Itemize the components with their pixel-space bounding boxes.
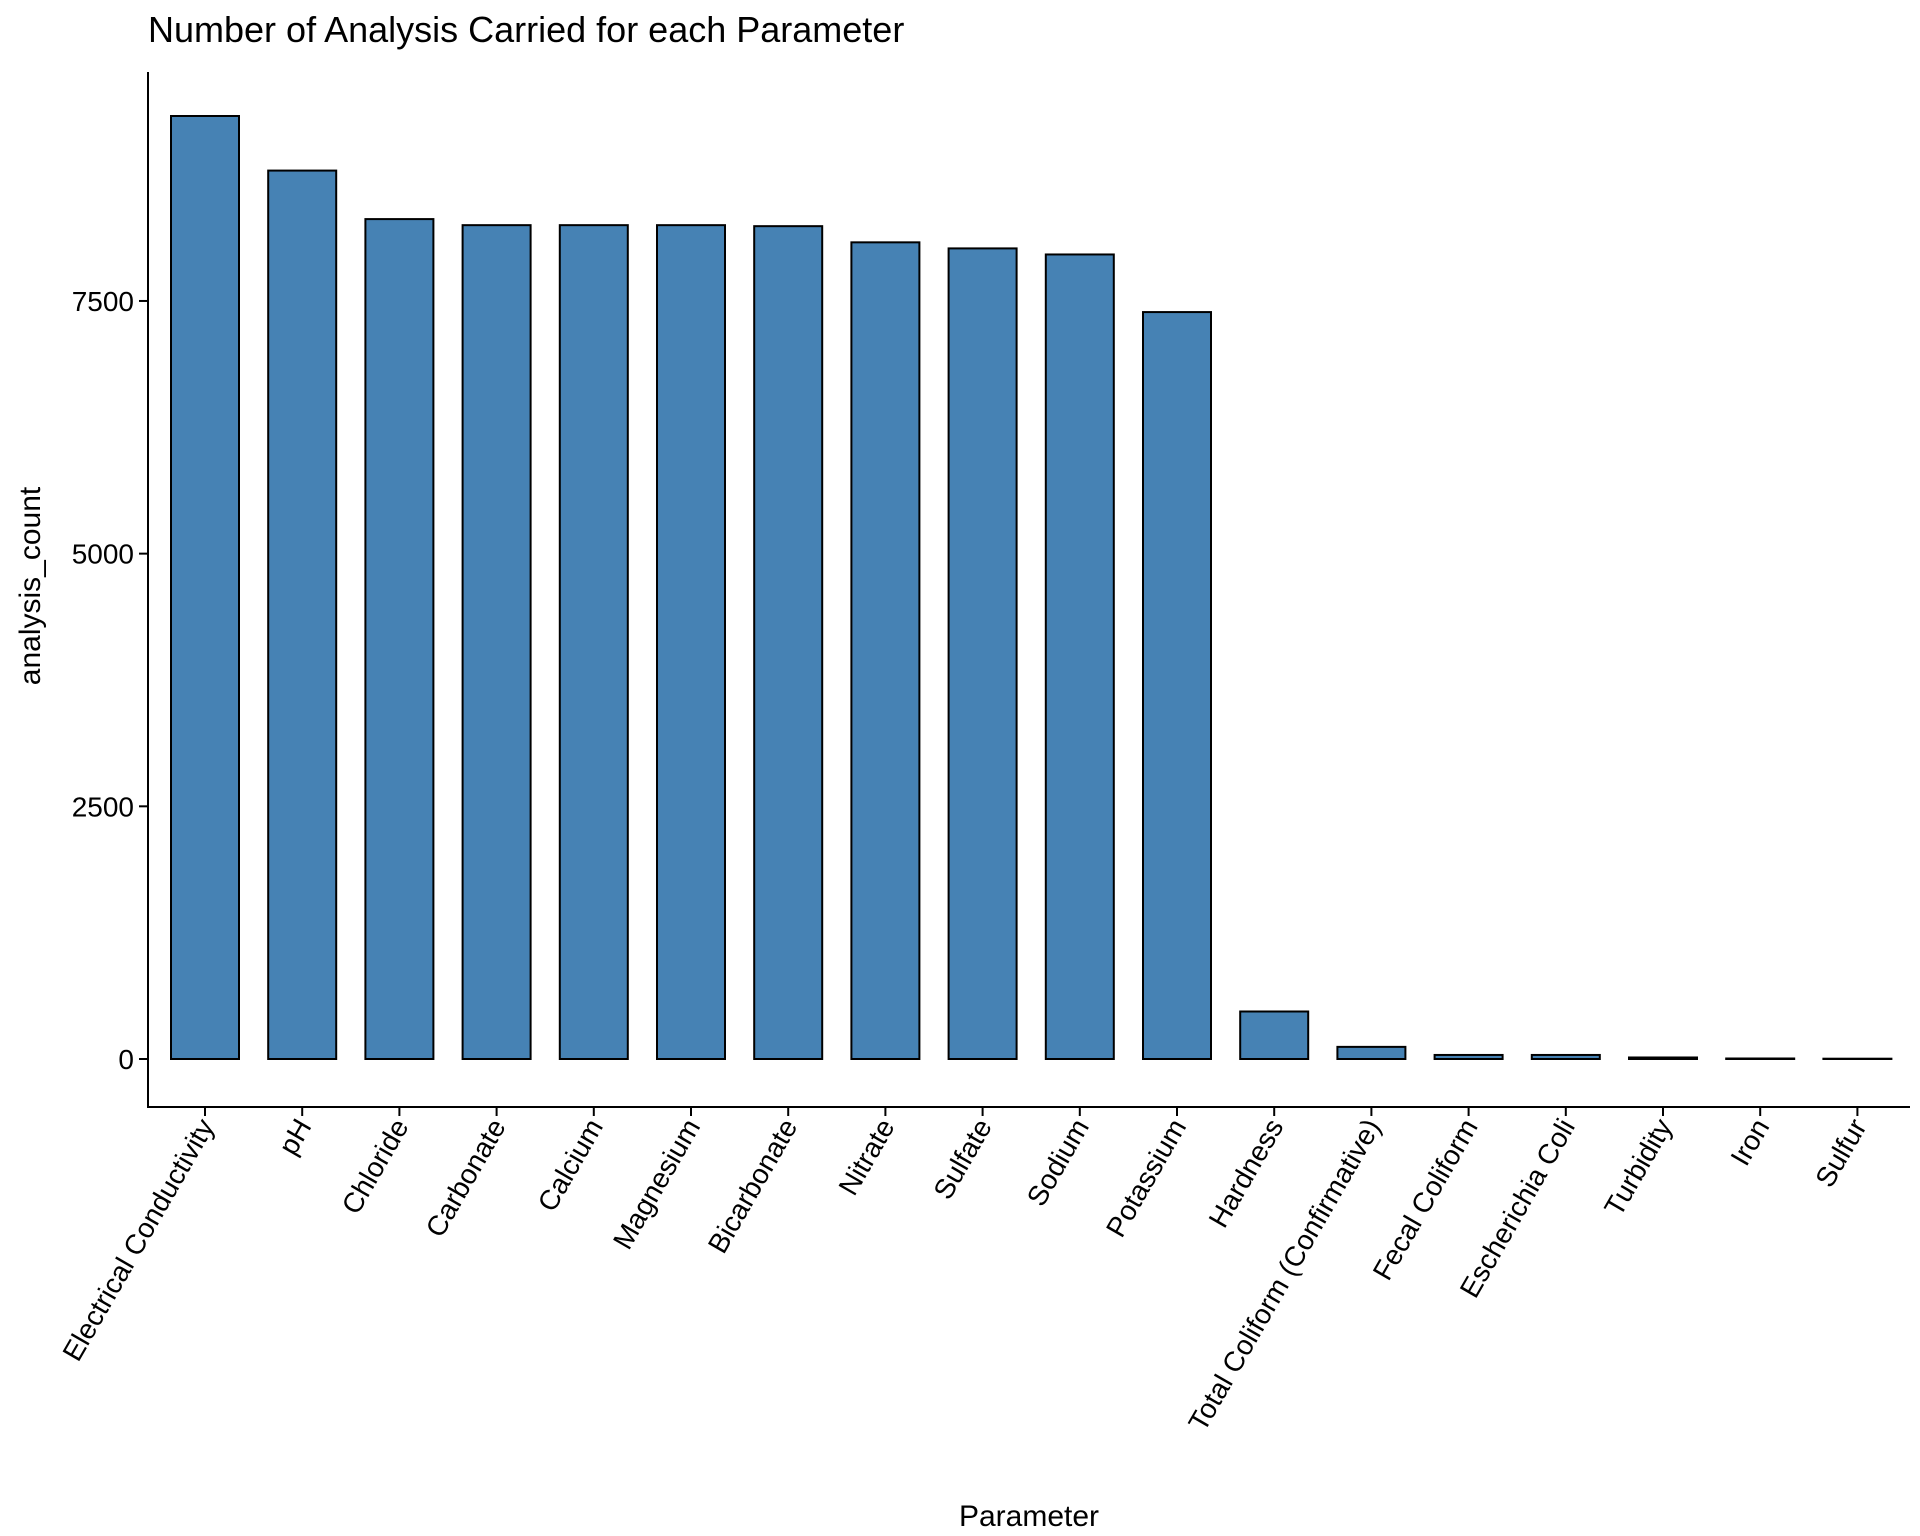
x-tick-label: Turbidity (1598, 1114, 1678, 1222)
bar (1628, 1056, 1698, 1060)
y-axis-ticks: 0 2500 5000 7500 (72, 286, 148, 1075)
bar (170, 115, 240, 1060)
bar (1725, 1057, 1796, 1060)
x-tick-label: Potassium (1100, 1114, 1192, 1243)
x-axis-title: Parameter (959, 1500, 1099, 1533)
bar (1142, 311, 1212, 1061)
x-tick-label: Hardness (1203, 1114, 1290, 1233)
y-tick-label: 2500 (72, 791, 134, 822)
x-axis-ticks: Electrical Conductivity pH Chloride Carbona… (56, 1107, 1873, 1437)
x-tick-label: Iron (1724, 1114, 1775, 1171)
x-tick-label: Magnesium (607, 1114, 706, 1255)
y-tick-label: 7500 (72, 286, 134, 317)
x-tick-label: Electrical Conductivity (56, 1114, 220, 1367)
x-tick-label: Carbonate (420, 1114, 512, 1243)
x-tick-label: Total Coliform (Confirmative) (1182, 1114, 1386, 1437)
y-tick-label: 5000 (72, 539, 134, 570)
chart-title: Number of Analysis Carried for each Para… (148, 9, 904, 50)
x-tick-label: Fecal Coliform (1367, 1114, 1484, 1286)
bar (558, 224, 629, 1061)
bar (1530, 1053, 1601, 1061)
x-tick-label: pH (273, 1114, 318, 1161)
bar (1433, 1053, 1504, 1061)
bar (1044, 253, 1115, 1060)
bar (947, 247, 1018, 1061)
bar (364, 218, 435, 1060)
bar (850, 241, 921, 1060)
bar (461, 224, 532, 1061)
bar (753, 225, 824, 1060)
x-tick-label: Sulfate (927, 1114, 997, 1205)
x-tick-label: Sulfur (1809, 1114, 1872, 1193)
x-tick-label: Sodium (1021, 1114, 1095, 1212)
bar (1239, 1010, 1310, 1061)
x-tick-label: Nitrate (833, 1114, 901, 1201)
y-tick-label: 0 (118, 1044, 134, 1075)
x-tick-label: Calcium (532, 1114, 609, 1217)
bar (1336, 1045, 1407, 1060)
bar (267, 169, 338, 1060)
bars (170, 115, 1893, 1061)
x-tick-label: Chloride (336, 1114, 415, 1220)
x-tick-label: Bicarbonate (702, 1114, 804, 1259)
bar (656, 224, 726, 1061)
y-axis-title: analysis_count (14, 486, 47, 685)
